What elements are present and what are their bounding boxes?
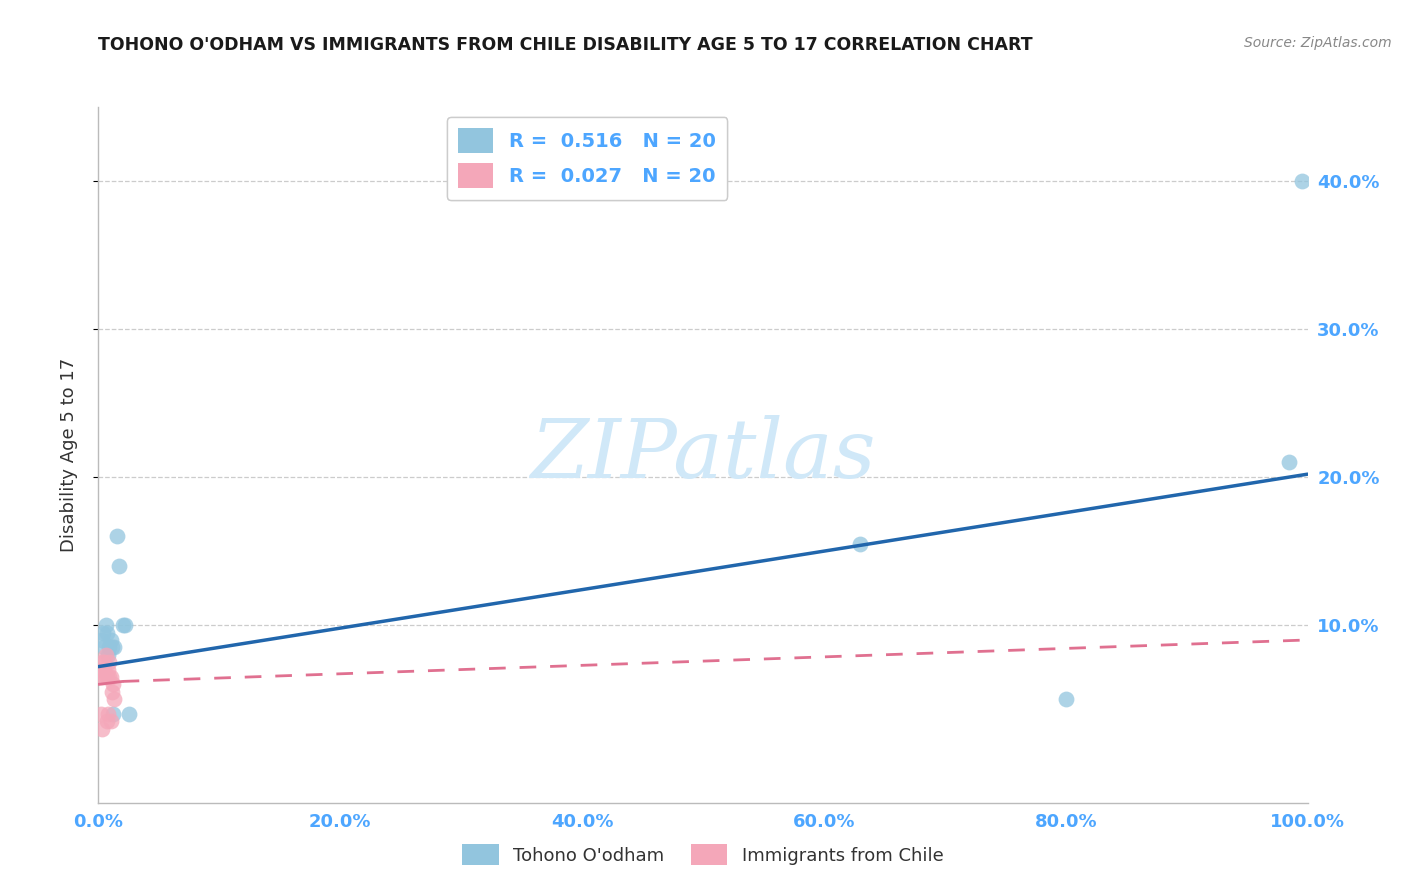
Point (91, 670, 114, 684)
Point (93, 655, 115, 669)
Text: Source: ZipAtlas.com: Source: ZipAtlas.com (1244, 36, 1392, 50)
Point (100, 640, 122, 655)
Legend: R =  0.516   N = 20, R =  0.027   N = 20: R = 0.516 N = 20, R = 0.027 N = 20 (447, 117, 727, 200)
Point (97, 706, 120, 721)
Point (94, 648, 117, 662)
Point (100, 670, 122, 684)
Point (89, 670, 111, 684)
Point (96, 625, 118, 640)
Text: ZIPatlas: ZIPatlas (530, 415, 876, 495)
Point (91, 655, 114, 669)
Point (93, 640, 115, 655)
Y-axis label: Disability Age 5 to 17: Disability Age 5 to 17 (59, 358, 77, 552)
Point (101, 677, 124, 691)
Point (98, 640, 121, 655)
Point (97, 648, 120, 662)
Text: TOHONO O'ODHAM VS IMMIGRANTS FROM CHILE DISABILITY AGE 5 TO 17 CORRELATION CHART: TOHONO O'ODHAM VS IMMIGRANTS FROM CHILE … (98, 36, 1033, 54)
Point (1278, 455, 1301, 469)
Point (96, 670, 118, 684)
Point (111, 618, 134, 632)
Point (94, 618, 117, 632)
Point (118, 706, 141, 721)
Point (105, 529, 128, 543)
Point (96, 714, 118, 729)
Point (98, 655, 121, 669)
Point (90, 706, 112, 721)
Point (91, 632, 114, 647)
Point (100, 632, 122, 647)
Point (98, 670, 121, 684)
Point (849, 537, 872, 551)
Point (91, 625, 114, 640)
Point (1291, 174, 1313, 188)
Point (100, 685, 122, 699)
Point (1054, 692, 1077, 706)
Legend: Tohono O'odham, Immigrants from Chile: Tohono O'odham, Immigrants from Chile (454, 835, 952, 874)
Point (114, 618, 136, 632)
Point (108, 558, 131, 573)
Point (101, 706, 124, 721)
Point (93, 663, 115, 677)
Point (90, 663, 112, 677)
Point (103, 640, 125, 655)
Point (91, 722, 114, 736)
Point (100, 714, 122, 729)
Point (97, 663, 120, 677)
Point (103, 692, 125, 706)
